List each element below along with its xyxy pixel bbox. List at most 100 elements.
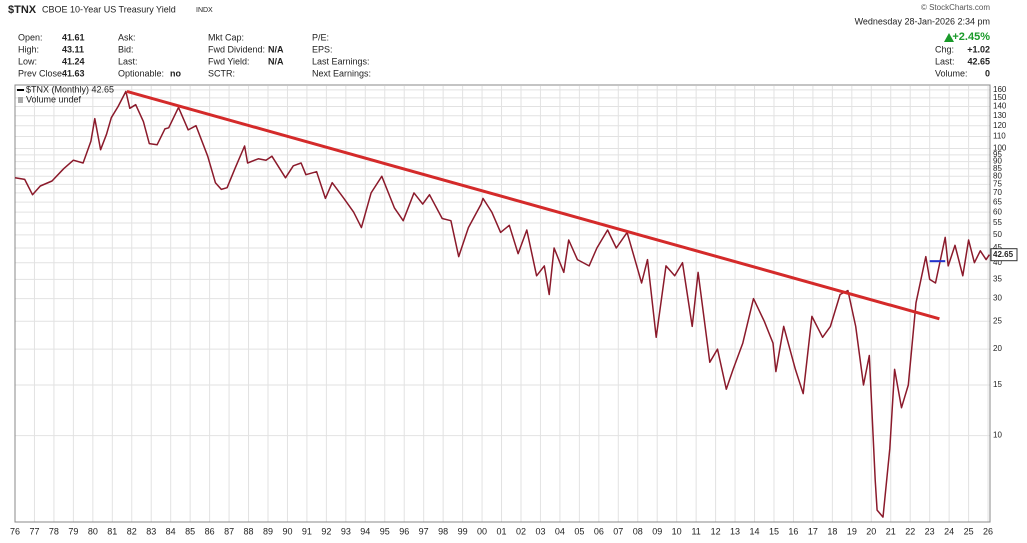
- x-tick-label: 20: [866, 526, 876, 536]
- x-tick-label: 77: [29, 526, 39, 536]
- field-label: Last:: [935, 56, 955, 66]
- field-value: 42.65: [967, 56, 990, 66]
- x-tick-label: 98: [438, 526, 448, 536]
- x-tick-label: 95: [380, 526, 390, 536]
- price-line: [14, 90, 991, 518]
- x-tick-label: 93: [341, 526, 351, 536]
- change-pct: +2.45%: [952, 31, 990, 43]
- field-label: Volume:: [935, 68, 968, 78]
- y-tick-label: 95: [993, 150, 1002, 159]
- x-tick-label: 84: [166, 526, 176, 536]
- legend-entry: $TNX (Monthly) 42.65: [26, 84, 114, 94]
- x-tick-label: 07: [613, 526, 623, 536]
- exchange: INDX: [196, 7, 213, 14]
- field-label: Optionable:: [118, 68, 164, 78]
- trend-line: [126, 89, 940, 321]
- x-tick-label: 23: [925, 526, 935, 536]
- y-tick-label: 160: [993, 85, 1007, 94]
- field-value: 43.11: [62, 44, 84, 54]
- y-tick-label: 130: [993, 111, 1007, 120]
- x-tick-label: 76: [10, 526, 20, 536]
- x-tick-label: 04: [555, 526, 565, 536]
- x-tick-label: 02: [516, 526, 526, 536]
- x-tick-label: 86: [205, 526, 215, 536]
- x-tick-label: 80: [88, 526, 98, 536]
- field-label: EPS:: [312, 44, 333, 54]
- x-tick-label: 83: [146, 526, 156, 536]
- legend-swatch: [18, 97, 23, 103]
- field-label: Ask:: [118, 32, 136, 42]
- x-tick-label: 14: [750, 526, 760, 536]
- field-value: 41.63: [62, 68, 85, 78]
- x-tick-label: 87: [224, 526, 234, 536]
- up-arrow: [944, 33, 954, 42]
- x-tick-label: 90: [282, 526, 292, 536]
- y-tick-label: 25: [993, 316, 1002, 325]
- x-tick-label: 16: [788, 526, 798, 536]
- security-name: CBOE 10-Year US Treasury Yield: [42, 4, 176, 14]
- x-tick-label: 21: [886, 526, 896, 536]
- copyright: © StockCharts.com: [921, 3, 990, 12]
- x-tick-label: 96: [399, 526, 409, 536]
- x-tick-label: 92: [321, 526, 331, 536]
- y-tick-label: 10: [993, 431, 1002, 440]
- y-tick-label: 85: [993, 164, 1002, 173]
- y-tick-label: 120: [993, 121, 1007, 130]
- y-tick-label: 70: [993, 188, 1002, 197]
- field-label: Fwd Dividend:: [208, 44, 265, 54]
- y-tick-label: 15: [993, 380, 1002, 389]
- x-tick-label: 05: [574, 526, 584, 536]
- field-value: N/A: [268, 56, 284, 66]
- x-tick-label: 25: [964, 526, 974, 536]
- grid: [14, 86, 990, 522]
- x-tick-label: 81: [107, 526, 117, 536]
- field-label: Low:: [18, 56, 37, 66]
- x-tick-label: 03: [535, 526, 545, 536]
- x-tick-label: 85: [185, 526, 195, 536]
- legend-entry: Volume undef: [26, 94, 82, 104]
- x-tick-label: 19: [847, 526, 857, 536]
- field-value: 41.61: [62, 32, 85, 42]
- x-tick-label: 01: [497, 526, 507, 536]
- y-tick-label: 45: [993, 243, 1002, 252]
- field-label: High:: [18, 44, 39, 54]
- field-value: 41.24: [62, 56, 85, 66]
- y-tick-label: 75: [993, 179, 1002, 188]
- field-value: 0: [985, 68, 990, 78]
- field-value: N/A: [268, 44, 284, 54]
- x-tick-label: 17: [808, 526, 818, 536]
- last-price-box: [990, 248, 1018, 262]
- field-label: Open:: [18, 32, 43, 42]
- field-label: P/E:: [312, 32, 329, 42]
- y-tick-label: 35: [993, 274, 1002, 283]
- x-tick-label: 89: [263, 526, 273, 536]
- symbol: $TNX: [8, 4, 37, 16]
- y-tick-label: 110: [993, 132, 1006, 141]
- y-tick-label: 60: [993, 207, 1002, 216]
- x-tick-label: 22: [905, 526, 915, 536]
- field-label: Last:: [118, 56, 138, 66]
- field-label: Last Earnings:: [312, 56, 370, 66]
- x-tick-label: 82: [127, 526, 137, 536]
- field-label: Mkt Cap:: [208, 32, 244, 42]
- y-tick-label: 100: [993, 144, 1007, 153]
- last-price-label: 42.65: [993, 250, 1014, 259]
- field-label: Fwd Yield:: [208, 56, 250, 66]
- field-label: SCTR:: [208, 68, 235, 78]
- x-tick-label: 26: [983, 526, 993, 536]
- x-tick-label: 24: [944, 526, 954, 536]
- field-value: +1.02: [967, 44, 990, 54]
- x-tick-label: 99: [458, 526, 468, 536]
- x-tick-label: 88: [244, 526, 254, 536]
- y-tick-label: 50: [993, 230, 1002, 239]
- x-tick-label: 06: [594, 526, 604, 536]
- y-tick-label: 80: [993, 171, 1002, 180]
- x-tick-label: 79: [68, 526, 78, 536]
- x-tick-label: 78: [49, 526, 59, 536]
- x-tick-label: 15: [769, 526, 779, 536]
- y-tick-label: 140: [993, 102, 1007, 111]
- y-tick-label: 40: [993, 258, 1002, 267]
- y-tick-label: 55: [993, 218, 1002, 227]
- x-tick-label: 18: [827, 526, 837, 536]
